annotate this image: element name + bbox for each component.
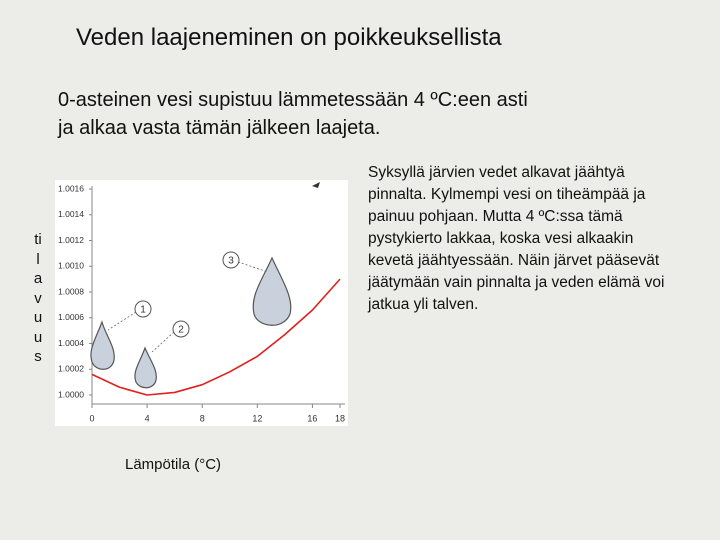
annotation-label: 1 xyxy=(140,305,146,316)
y-tick-label: 1.0004 xyxy=(58,338,84,348)
slide-title: Veden laajeneminen on poikkeuksellista xyxy=(76,24,502,51)
side-line: pinnalta. Kylmempi vesi on tiheämpää ja xyxy=(368,186,646,203)
subtitle: 0-asteinen vesi supistuu lämmetessään 4 … xyxy=(58,86,528,142)
side-line: jäätymään vain pinnalta ja veden elämä v… xyxy=(368,274,665,291)
y-tick-label: 1.0006 xyxy=(58,312,84,322)
x-tick-label: 4 xyxy=(145,413,150,423)
side-line: kevetä jäähtyessään. Näin järvet pääsevä… xyxy=(368,252,660,269)
y-tick-label: 1.0008 xyxy=(58,286,84,296)
x-axis-label: Lämpötila (°C) xyxy=(125,456,222,473)
side-text: Syksyllä järvien vedet alkavat jäähtyä p… xyxy=(368,162,664,316)
y-tick-label: 1.0002 xyxy=(58,364,84,374)
y-tick-label: 1.0014 xyxy=(58,209,84,219)
chart-background xyxy=(55,180,348,426)
x-tick-label: 0 xyxy=(89,413,94,423)
y-tick-label: 1.0010 xyxy=(58,261,84,271)
subtitle-line: ja alkaa vasta tämän jälkeen laajeta. xyxy=(58,117,381,139)
side-line: Syksyllä järvien vedet alkavat jäähtyä xyxy=(368,164,625,181)
pointer-lines xyxy=(107,261,269,353)
subtitle-line: 0-asteinen vesi supistuu lämmetessään 4 … xyxy=(58,89,528,111)
x-tick-label: 12 xyxy=(252,413,262,423)
x-tick-label: 16 xyxy=(307,413,317,423)
drop-figures xyxy=(90,256,292,389)
annotation-circle xyxy=(222,251,240,269)
y-tick-label: 1.0012 xyxy=(58,235,84,245)
x-tick-label: 18 xyxy=(335,413,345,423)
drop xyxy=(90,320,115,370)
annotation-circle xyxy=(172,320,190,338)
y-axis-label: tilavuus xyxy=(33,231,43,365)
drop xyxy=(252,256,292,326)
side-line: pystykierto lakkaa, koska vesi alkaakin xyxy=(368,230,634,247)
y-tick-label: 1.0016 xyxy=(58,183,84,193)
annotation-label: 3 xyxy=(228,256,234,267)
side-line: jatkua yli talven. xyxy=(368,296,479,313)
drop xyxy=(134,346,157,389)
y-tick-label: 1.0000 xyxy=(58,389,84,399)
data-line xyxy=(91,278,341,396)
x-tick-label: 8 xyxy=(200,413,205,423)
annotation-label: 2 xyxy=(178,325,184,336)
side-line: painuu pohjaan. Mutta 4 ºC:ssa tämä xyxy=(368,208,623,225)
corner-mark xyxy=(312,182,320,188)
annotation-circle xyxy=(134,300,152,318)
